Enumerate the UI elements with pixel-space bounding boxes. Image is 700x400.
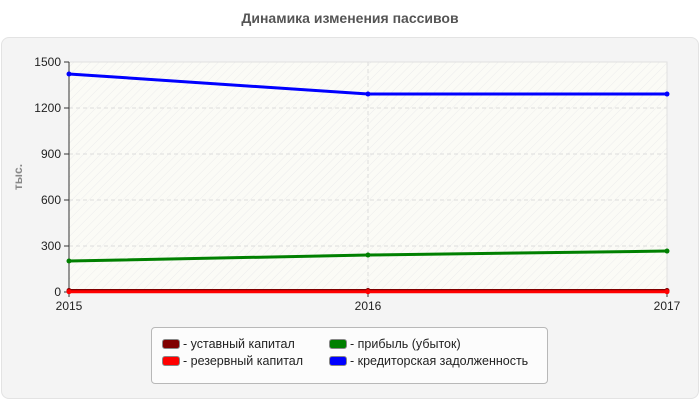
x-tick-label: 2016 [355,299,382,313]
y-tick-label: 1200 [34,101,61,115]
legend-item-pribyl[interactable]: - прибыль (убыток) [329,337,461,351]
y-tick-label: 0 [54,285,61,299]
legend-label: - резервный капитал [183,354,304,368]
data-point[interactable] [664,248,670,254]
legend-swatch-icon [329,356,347,366]
y-tick-label: 300 [41,239,61,253]
data-point[interactable] [664,91,670,97]
legend-item-rezervny[interactable]: - резервный капитал [162,354,303,368]
legend-item-ustavny[interactable]: - уставный капитал [162,337,295,351]
y-tick-label: 1500 [34,55,61,69]
x-tick-label: 2015 [56,299,83,313]
data-point[interactable] [66,71,72,77]
tick-labels: 0 300 600 900 1200 1500 2015 2016 2017 [34,55,680,313]
legend-swatch-icon [162,339,180,349]
legend-label: - уставный капитал [183,337,295,351]
y-tick-label: 600 [41,193,61,207]
data-point[interactable] [365,91,371,97]
y-axis-label: тыс. [11,164,25,190]
legend-item-kreditorskaya[interactable]: - кредиторская задолженность [329,354,528,368]
legend-label: - кредиторская задолженность [350,354,529,368]
x-tick-label: 2017 [654,299,681,313]
legend-swatch-icon [162,356,180,366]
legend: - уставный капитал - резервный капитал -… [151,327,548,384]
legend-swatch-icon [329,339,347,349]
data-point[interactable] [365,289,371,295]
data-point[interactable] [664,289,670,295]
series-lines [66,71,670,295]
y-tick-label: 900 [41,147,61,161]
data-point[interactable] [66,258,72,264]
data-point[interactable] [365,252,371,258]
chart-title: Динамика изменения пассивов [241,10,459,26]
legend-label: - прибыль (убыток) [350,337,461,351]
data-point[interactable] [66,289,72,295]
